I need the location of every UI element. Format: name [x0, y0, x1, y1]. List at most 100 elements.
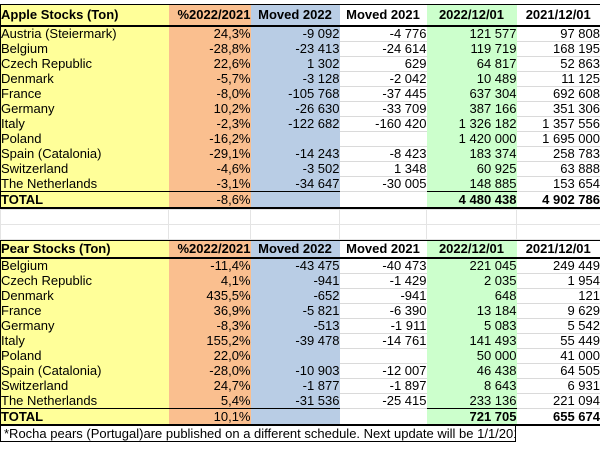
value-cell[interactable]: 6 931: [516, 378, 600, 394]
value-cell[interactable]: 121 577: [426, 26, 517, 42]
value-cell[interactable]: -122 682: [250, 116, 340, 132]
value-cell[interactable]: 64 505: [516, 363, 600, 379]
value-cell[interactable]: 13 184: [426, 303, 517, 319]
value-cell[interactable]: 648: [426, 288, 517, 304]
row-label-cell[interactable]: Germany: [0, 318, 169, 334]
value-cell[interactable]: -33 709: [339, 101, 427, 117]
value-cell[interactable]: 22,6%: [168, 56, 251, 72]
row-label-cell[interactable]: Italy: [0, 116, 169, 132]
column-header[interactable]: 2022/12/01: [426, 4, 517, 27]
value-cell[interactable]: 183 374: [426, 146, 517, 162]
row-label-cell[interactable]: Czech Republic: [0, 273, 169, 289]
column-header[interactable]: 2021/12/01: [516, 240, 600, 259]
value-cell[interactable]: 249 449: [516, 258, 600, 274]
column-header[interactable]: 2021/12/01: [516, 4, 600, 27]
value-cell[interactable]: 168 195: [516, 41, 600, 57]
row-label-cell[interactable]: Germany: [0, 101, 169, 117]
value-cell[interactable]: -5,7%: [168, 71, 251, 87]
total-value-cell[interactable]: 4 480 438: [426, 191, 517, 208]
value-cell[interactable]: 692 608: [516, 86, 600, 102]
row-label-cell[interactable]: Czech Republic: [0, 56, 169, 72]
value-cell[interactable]: -11,4%: [168, 258, 251, 274]
value-cell[interactable]: -30 005: [339, 176, 427, 192]
value-cell[interactable]: [339, 131, 427, 147]
value-cell[interactable]: -10 903: [250, 363, 340, 379]
value-cell[interactable]: -31 536: [250, 393, 340, 409]
empty-cell[interactable]: [426, 224, 517, 240]
value-cell[interactable]: 387 166: [426, 101, 517, 117]
empty-cell[interactable]: [516, 209, 600, 225]
row-label-cell[interactable]: Italy: [0, 333, 169, 349]
value-cell[interactable]: -8,0%: [168, 86, 251, 102]
value-cell[interactable]: 1 954: [516, 273, 600, 289]
total-value-cell[interactable]: [339, 408, 427, 426]
value-cell[interactable]: 435,5%: [168, 288, 251, 304]
value-cell[interactable]: -105 768: [250, 86, 340, 102]
value-cell[interactable]: 1 695 000: [516, 131, 600, 147]
value-cell[interactable]: -4 776: [339, 26, 427, 42]
value-cell[interactable]: 36,9%: [168, 303, 251, 319]
value-cell[interactable]: 24,7%: [168, 378, 251, 394]
value-cell[interactable]: -1 429: [339, 273, 427, 289]
value-cell[interactable]: 5,4%: [168, 393, 251, 409]
value-cell[interactable]: 55 449: [516, 333, 600, 349]
value-cell[interactable]: -652: [250, 288, 340, 304]
value-cell[interactable]: -8 423: [339, 146, 427, 162]
row-label-cell[interactable]: Switzerland: [0, 161, 169, 177]
value-cell[interactable]: 63 888: [516, 161, 600, 177]
column-header[interactable]: %2022/2021: [168, 240, 251, 259]
value-cell[interactable]: 97 808: [516, 26, 600, 42]
total-value-cell[interactable]: 655 674: [516, 408, 600, 426]
value-cell[interactable]: -4,6%: [168, 161, 251, 177]
empty-cell[interactable]: [168, 224, 251, 240]
column-header[interactable]: Moved 2022: [250, 4, 340, 27]
value-cell[interactable]: -37 445: [339, 86, 427, 102]
value-cell[interactable]: -513: [250, 318, 340, 334]
row-label-cell[interactable]: Denmark: [0, 71, 169, 87]
value-cell[interactable]: -2 042: [339, 71, 427, 87]
row-label-cell[interactable]: Switzerland: [0, 378, 169, 394]
value-cell[interactable]: 637 304: [426, 86, 517, 102]
value-cell[interactable]: -8,3%: [168, 318, 251, 334]
value-cell[interactable]: 1 348: [339, 161, 427, 177]
empty-cell[interactable]: [426, 209, 517, 225]
empty-cell[interactable]: [0, 209, 169, 225]
value-cell[interactable]: -3 128: [250, 71, 340, 87]
value-cell[interactable]: 233 136: [426, 393, 517, 409]
total-value-cell[interactable]: [339, 191, 427, 209]
value-cell[interactable]: 52 863: [516, 56, 600, 72]
value-cell[interactable]: -2,3%: [168, 116, 251, 132]
value-cell[interactable]: 9 629: [516, 303, 600, 319]
value-cell[interactable]: -23 413: [250, 41, 340, 57]
value-cell[interactable]: 155,2%: [168, 333, 251, 349]
value-cell[interactable]: [250, 131, 340, 147]
value-cell[interactable]: -160 420: [339, 116, 427, 132]
value-cell[interactable]: -39 478: [250, 333, 340, 349]
value-cell[interactable]: 24,3%: [168, 26, 251, 42]
row-label-cell[interactable]: Spain (Catalonia): [0, 146, 169, 162]
value-cell[interactable]: 629: [339, 56, 427, 72]
value-cell[interactable]: 221 094: [516, 393, 600, 409]
row-label-cell[interactable]: France: [0, 303, 169, 319]
row-label-cell[interactable]: France: [0, 86, 169, 102]
value-cell[interactable]: 258 783: [516, 146, 600, 162]
value-cell[interactable]: 221 045: [426, 258, 517, 274]
value-cell[interactable]: [250, 348, 340, 364]
value-cell[interactable]: -34 647: [250, 176, 340, 192]
value-cell[interactable]: 121: [516, 288, 600, 304]
value-cell[interactable]: -1 877: [250, 378, 340, 394]
row-label-cell[interactable]: The Netherlands: [0, 176, 169, 192]
total-value-cell[interactable]: [250, 191, 340, 208]
value-cell[interactable]: 5 542: [516, 318, 600, 334]
row-label-cell[interactable]: Spain (Catalonia): [0, 363, 169, 379]
empty-cell[interactable]: [250, 224, 340, 240]
column-header[interactable]: Moved 2022: [250, 240, 340, 259]
empty-cell[interactable]: [0, 224, 169, 240]
value-cell[interactable]: 60 925: [426, 161, 517, 177]
table-title[interactable]: Apple Stocks (Ton): [0, 4, 169, 27]
row-label-cell[interactable]: Poland: [0, 131, 169, 147]
value-cell[interactable]: 64 817: [426, 56, 517, 72]
value-cell[interactable]: -1 897: [339, 378, 427, 394]
value-cell[interactable]: -3 502: [250, 161, 340, 177]
value-cell[interactable]: 50 000: [426, 348, 517, 364]
